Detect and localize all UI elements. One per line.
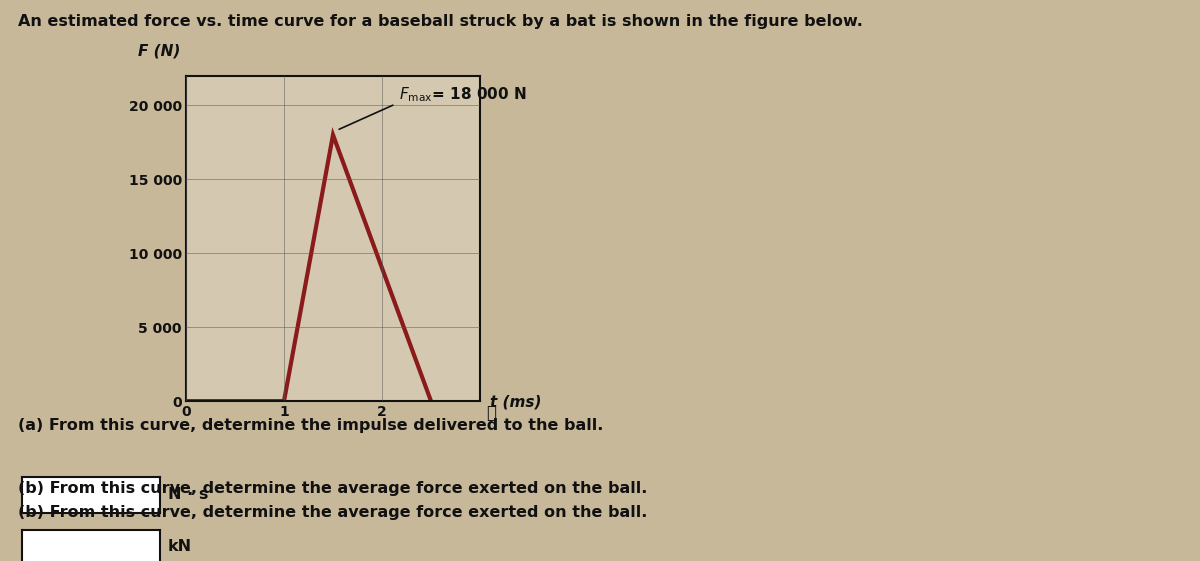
Text: (b) From this curve, determine the average force exerted on the ball.: (b) From this curve, determine the avera… bbox=[18, 505, 647, 520]
Text: ⓘ: ⓘ bbox=[486, 404, 497, 422]
Text: (a) From this curve, determine the impulse delivered to the ball.: (a) From this curve, determine the impul… bbox=[18, 418, 604, 433]
Text: $F_{\mathrm{max}}$= 18 000 N: $F_{\mathrm{max}}$= 18 000 N bbox=[398, 85, 527, 104]
Text: An estimated force vs. time curve for a baseball struck by a bat is shown in the: An estimated force vs. time curve for a … bbox=[18, 14, 863, 29]
Text: (b) From this curve, determine the average force exerted on the ball.: (b) From this curve, determine the avera… bbox=[18, 481, 647, 496]
Text: kN: kN bbox=[168, 540, 192, 554]
Text: N · s: N · s bbox=[168, 488, 209, 502]
Text: t (ms): t (ms) bbox=[490, 394, 541, 410]
Text: F (N): F (N) bbox=[138, 44, 180, 59]
